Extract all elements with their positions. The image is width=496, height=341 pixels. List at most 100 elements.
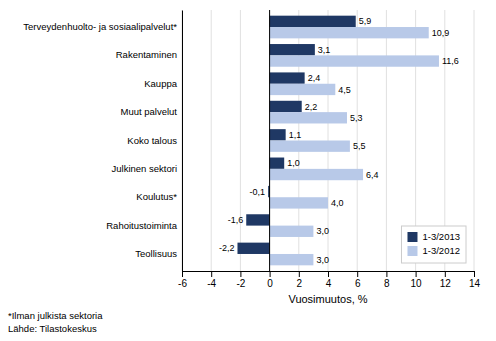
legend-label: 1-3/2013 — [422, 231, 460, 242]
bar — [270, 84, 336, 95]
x-axis: -6 -4 -2 0 2 4 6 8 10 12 14 — [178, 271, 480, 289]
y-tick: Kauppa — [144, 78, 177, 89]
x-tick-mark — [299, 271, 300, 277]
data-label: -0,1 — [250, 187, 266, 197]
zero-line — [269, 10, 270, 271]
bar-series — [237, 16, 355, 254]
bar — [270, 27, 429, 38]
x-tick-mark — [386, 271, 387, 277]
bar — [246, 214, 269, 225]
y-tick-label: Kauppa — [144, 78, 177, 89]
y-tick-label: Rakentaminen — [116, 49, 177, 60]
data-label: 5,9 — [359, 16, 372, 26]
bar — [270, 169, 363, 180]
y-tick-label: Rahoitustoiminta — [106, 220, 177, 231]
data-label: -1,6 — [228, 215, 244, 225]
bar — [270, 101, 302, 112]
x-tick: 8 — [384, 271, 390, 289]
grid-line — [474, 10, 475, 271]
data-label: 3,1 — [318, 45, 331, 55]
bar — [270, 158, 285, 169]
y-tick: Rakentaminen — [116, 49, 177, 60]
bar — [270, 44, 315, 55]
y-tick: Koulutus* — [136, 191, 177, 202]
y-axis: Terveydenhuolto- ja sosiaalipalvelut* Rak… — [23, 11, 182, 272]
footnote: Lähde: Tilastokeskus — [8, 323, 97, 334]
data-label: 5,5 — [353, 141, 366, 151]
x-tick-mark — [328, 271, 329, 277]
x-tick-label: -6 — [178, 278, 187, 289]
data-label: 10,9 — [432, 28, 450, 38]
legend-item: 1-3/2012 — [407, 245, 460, 256]
bar — [270, 197, 328, 208]
footnote: *Ilman julkista sektoria — [8, 310, 103, 321]
y-tick: Terveydenhuolto- ja sosiaalipalvelut* — [23, 21, 177, 32]
data-label: 2,4 — [308, 73, 321, 83]
y-tick: Koko talous — [127, 135, 177, 146]
x-tick-label: -4 — [207, 278, 216, 289]
x-tick-label: 14 — [469, 278, 481, 289]
x-tick-mark — [445, 271, 446, 277]
data-label: 5,3 — [350, 113, 363, 123]
x-tick-label: 6 — [355, 278, 361, 289]
x-tick: 2 — [297, 271, 303, 289]
grid-line — [240, 10, 241, 271]
bar — [270, 226, 314, 237]
x-tick: -4 — [207, 271, 216, 289]
x-tick-mark — [240, 271, 241, 277]
data-label: -2,2 — [219, 243, 235, 253]
x-tick: 0 — [267, 271, 273, 289]
x-tick: -2 — [236, 271, 245, 289]
x-axis-line — [183, 272, 475, 278]
bar — [270, 112, 347, 123]
data-label: 11,6 — [442, 56, 459, 66]
bar — [270, 129, 286, 140]
x-tick: 14 — [469, 271, 481, 289]
y-tick-label: Koko talous — [127, 135, 177, 146]
legend-label: 1-3/2012 — [422, 245, 460, 256]
x-tick: 10 — [411, 271, 423, 289]
x-tick-mark — [211, 271, 212, 277]
y-tick-label: Julkinen sektori — [112, 163, 177, 174]
legend-frame — [401, 226, 466, 263]
data-label: 3,0 — [316, 226, 329, 236]
x-tick: 12 — [440, 271, 452, 289]
bar — [270, 72, 305, 83]
x-tick-label: 12 — [440, 278, 452, 289]
bar — [270, 55, 439, 66]
y-tick: Muut palvelut — [120, 106, 177, 117]
legend-swatch — [407, 246, 417, 256]
legend: 1-3/2013 1-3/2012 — [401, 226, 466, 263]
x-tick: -6 — [178, 271, 187, 289]
x-tick-mark — [474, 271, 475, 277]
grid-line — [269, 10, 270, 271]
data-label: 1,1 — [289, 130, 302, 140]
y-tick-label: Teollisuus — [135, 248, 177, 259]
grid-line — [386, 10, 387, 271]
data-label: 3,0 — [316, 255, 329, 265]
data-label: 2,2 — [305, 102, 318, 112]
bar — [270, 16, 356, 27]
y-tick-label: Terveydenhuolto- ja sosiaalipalvelut* — [23, 21, 177, 32]
grid-line — [182, 10, 183, 271]
data-label: 1,0 — [287, 158, 300, 168]
legend-item: 1-3/2013 — [407, 231, 460, 242]
y-tick: Julkinen sektori — [112, 163, 177, 174]
bar — [270, 141, 350, 152]
bar — [270, 254, 314, 265]
x-tick-label: 0 — [267, 278, 273, 289]
x-tick: 6 — [355, 271, 361, 289]
x-tick-label: 2 — [297, 278, 303, 289]
x-tick: 4 — [326, 271, 332, 289]
y-axis-line — [182, 11, 183, 272]
x-tick-mark — [270, 271, 271, 277]
grid — [182, 10, 474, 271]
x-tick-mark — [357, 271, 358, 277]
y-tick: Rahoitustoiminta — [106, 220, 177, 231]
y-tick: Teollisuus — [135, 248, 177, 259]
x-tick-label: 4 — [326, 278, 332, 289]
y-tick-label: Koulutus* — [136, 191, 177, 202]
legend-swatch — [407, 232, 417, 242]
plot: -6 -4 -2 0 2 4 6 8 10 12 14 Terveydenhuolto- ja sos… — [23, 10, 480, 305]
x-tick-label: 10 — [411, 278, 423, 289]
